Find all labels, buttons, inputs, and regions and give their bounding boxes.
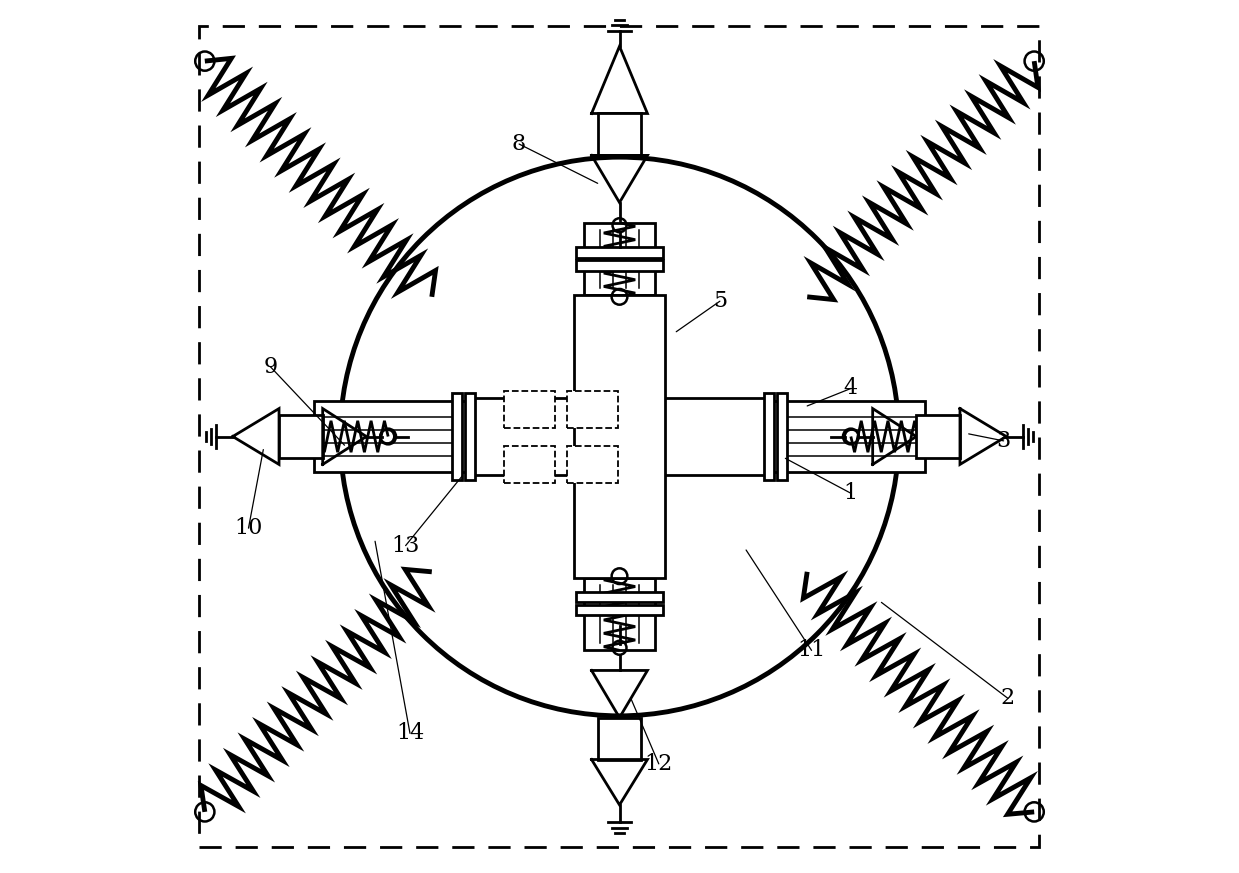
Text: 3: 3: [996, 430, 1011, 452]
Bar: [597, 113, 642, 155]
Bar: [576, 260, 663, 271]
Text: 2: 2: [1001, 687, 1015, 710]
Bar: [576, 605, 663, 615]
Bar: [584, 223, 655, 295]
Text: 12: 12: [644, 753, 673, 775]
Bar: [465, 393, 476, 480]
Bar: [279, 415, 322, 458]
Bar: [576, 592, 663, 602]
Bar: [772, 401, 926, 472]
Text: 1: 1: [844, 482, 857, 505]
Bar: [567, 391, 618, 428]
Bar: [452, 393, 462, 480]
Bar: [576, 247, 663, 258]
Text: 11: 11: [798, 639, 825, 662]
Bar: [504, 391, 555, 428]
Bar: [917, 415, 960, 458]
Bar: [313, 401, 467, 472]
Bar: [584, 578, 655, 650]
Text: 10: 10: [234, 517, 263, 540]
Text: 13: 13: [392, 534, 420, 557]
Bar: [574, 295, 665, 578]
Text: 14: 14: [395, 722, 424, 745]
Text: 4: 4: [844, 377, 857, 400]
Bar: [504, 446, 555, 483]
Bar: [567, 446, 618, 483]
Bar: [597, 718, 642, 760]
Bar: [777, 393, 787, 480]
Bar: [763, 393, 774, 480]
Bar: [467, 398, 772, 475]
Text: 5: 5: [712, 290, 727, 313]
Text: 8: 8: [512, 133, 527, 155]
Text: 9: 9: [263, 355, 278, 378]
